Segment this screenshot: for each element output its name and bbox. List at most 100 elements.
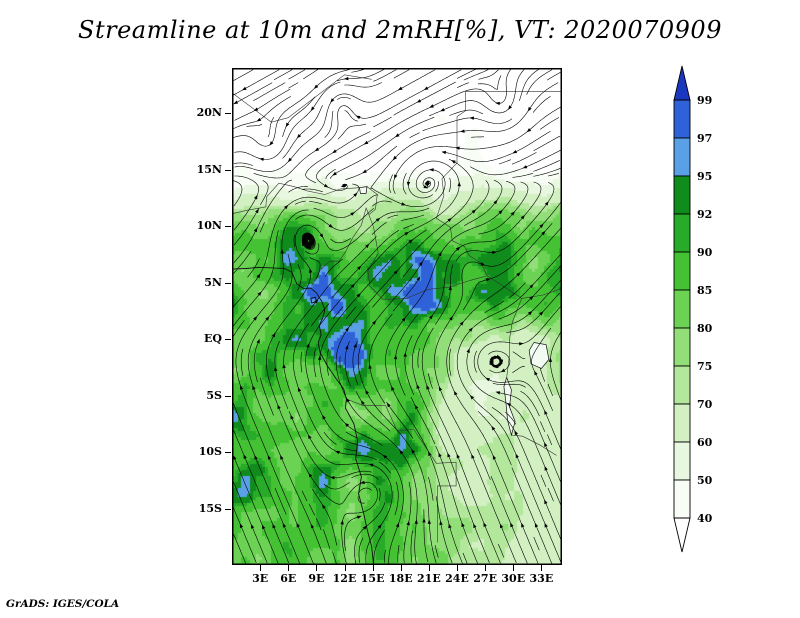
streamline bbox=[387, 214, 399, 219]
streamline bbox=[282, 96, 316, 137]
streamline bbox=[313, 348, 317, 378]
streamline bbox=[378, 487, 381, 501]
streamline bbox=[477, 75, 502, 90]
colorbar-segment bbox=[673, 99, 691, 139]
streamline-arrowhead bbox=[393, 354, 398, 360]
streamline bbox=[550, 331, 562, 401]
streamline bbox=[427, 373, 433, 389]
lon-tick-label: 6E bbox=[280, 572, 297, 585]
streamline bbox=[288, 69, 306, 80]
streamline-arrowhead bbox=[304, 240, 309, 245]
colorbar-bottom-triangle bbox=[673, 517, 691, 553]
streamline-arrowhead bbox=[499, 523, 504, 529]
streamline-arrowhead bbox=[360, 480, 365, 484]
streamline-arrowhead bbox=[330, 98, 335, 103]
lon-tick-label: 3E bbox=[252, 572, 269, 585]
streamline bbox=[462, 552, 468, 564]
streamline bbox=[449, 109, 484, 116]
streamline bbox=[332, 306, 344, 320]
streamline bbox=[547, 487, 554, 502]
streamline bbox=[477, 448, 491, 480]
streamline bbox=[233, 429, 290, 564]
colorbar-tick-label: 97 bbox=[697, 132, 712, 145]
streamline bbox=[478, 181, 529, 235]
streamline-arrowhead bbox=[397, 86, 403, 91]
lat-tick-label: 15N bbox=[196, 162, 222, 176]
streamline-arrowhead bbox=[345, 327, 349, 332]
streamline bbox=[310, 303, 330, 327]
streamline-arrowhead bbox=[335, 450, 340, 455]
streamline-arrowhead bbox=[468, 327, 473, 332]
streamline-arrowhead bbox=[297, 387, 302, 392]
streamline bbox=[344, 448, 358, 452]
streamline bbox=[330, 238, 352, 244]
streamline-arrowhead bbox=[461, 522, 465, 528]
streamline-arrowhead bbox=[256, 117, 262, 122]
streamline bbox=[372, 200, 392, 207]
streamline bbox=[234, 88, 291, 121]
streamline bbox=[329, 116, 435, 179]
streamline-arrowhead bbox=[343, 76, 349, 81]
streamline-arrowhead bbox=[296, 522, 300, 528]
streamline bbox=[435, 445, 478, 564]
streamline-arrowhead bbox=[362, 525, 368, 530]
streamline bbox=[297, 264, 302, 291]
lon-tick-label: 18E bbox=[388, 572, 413, 585]
streamline bbox=[539, 367, 545, 382]
colorbar-tick-label: 85 bbox=[697, 284, 712, 297]
streamline bbox=[428, 477, 434, 501]
lon-tick-mark bbox=[457, 565, 458, 571]
streamline bbox=[385, 180, 516, 564]
streamline bbox=[456, 68, 476, 79]
streamline bbox=[373, 69, 397, 82]
streamline-arrowhead bbox=[280, 455, 284, 460]
streamline-arrowhead bbox=[416, 276, 421, 282]
streamline-arrowhead bbox=[372, 320, 377, 325]
streamline-arrowhead bbox=[456, 453, 460, 459]
colorbar-tick-label: 90 bbox=[697, 246, 713, 259]
streamline-arrowhead bbox=[548, 357, 553, 362]
streamline-arrowhead bbox=[459, 321, 464, 326]
streamline-arrowhead bbox=[418, 261, 423, 266]
colorbar-segment bbox=[673, 365, 691, 405]
streamline-arrowhead bbox=[512, 150, 518, 154]
colorbar-segment bbox=[673, 479, 691, 519]
streamline-arrowhead bbox=[473, 523, 477, 529]
colorbar-segment bbox=[673, 441, 691, 481]
streamline bbox=[498, 265, 562, 320]
streamline bbox=[344, 110, 358, 122]
country-border bbox=[232, 74, 372, 123]
streamline bbox=[490, 476, 528, 564]
lon-tick-mark bbox=[288, 565, 290, 571]
colorbar: 99 97 95 92 90 85 80 75 70 60 50 40 bbox=[673, 65, 713, 553]
streamline bbox=[477, 411, 512, 466]
streamline-arrowhead bbox=[447, 217, 452, 222]
streamline bbox=[463, 68, 489, 81]
chart-title: Streamline at 10m and 2mRH[%], VT: 20200… bbox=[78, 16, 722, 44]
lat-tick-label: 20N bbox=[196, 106, 222, 120]
lon-tick-label: 9E bbox=[308, 572, 325, 585]
country-border bbox=[506, 298, 522, 378]
country-border bbox=[311, 207, 370, 287]
streamline-arrowhead bbox=[500, 368, 506, 373]
streamline-arrowhead bbox=[416, 384, 420, 389]
streamline bbox=[533, 160, 560, 172]
streamline bbox=[488, 350, 511, 373]
streamline-arrowhead bbox=[314, 298, 319, 304]
streamline-arrowhead bbox=[448, 285, 452, 291]
streamline-arrowhead bbox=[356, 293, 361, 298]
streamline-arrowhead bbox=[290, 414, 294, 420]
lon-tick-mark bbox=[260, 565, 262, 571]
streamline bbox=[309, 257, 321, 280]
streamline bbox=[305, 131, 371, 184]
streamline-arrowhead bbox=[330, 476, 335, 480]
streamline bbox=[506, 292, 560, 333]
streamline bbox=[232, 251, 251, 275]
streamline bbox=[233, 175, 259, 231]
streamline bbox=[313, 194, 379, 218]
streamline-arrowhead bbox=[306, 343, 310, 348]
streamline bbox=[332, 551, 337, 564]
streamline-arrowhead bbox=[424, 180, 430, 185]
streamline-arrowhead bbox=[353, 192, 358, 197]
lat-tick-mark bbox=[225, 339, 231, 341]
